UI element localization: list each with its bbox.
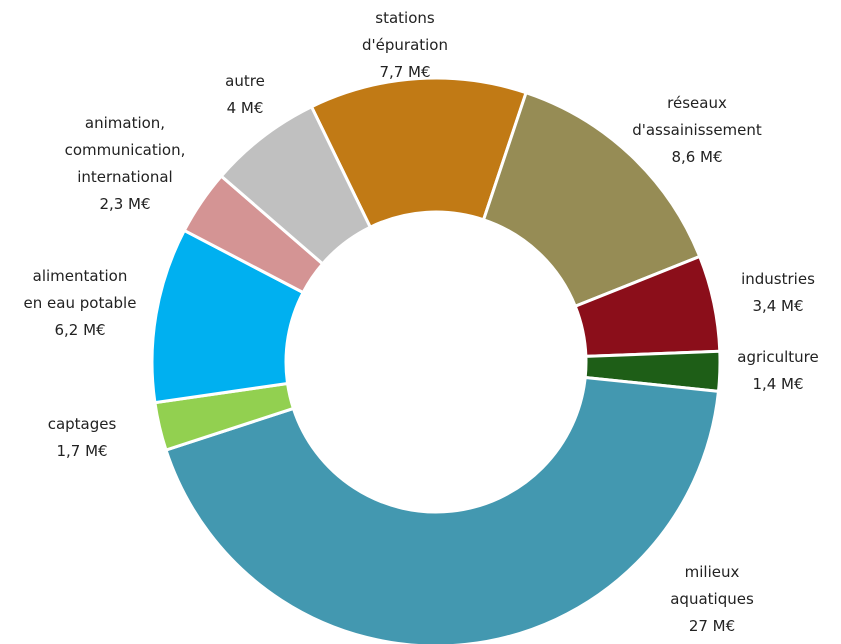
category-label: autre [225, 72, 265, 90]
value-label: 4 M€ [226, 99, 264, 117]
donut-slice [481, 90, 702, 309]
donut-slice [164, 375, 721, 644]
category-label: industries [741, 270, 815, 288]
category-label: captages [47, 415, 117, 433]
value-label: 1,7 M€ [56, 442, 108, 460]
value-label: 1,4 M€ [752, 375, 804, 393]
slice-label: agriculture 1,4 M€ [737, 344, 818, 398]
category-label: stations d'épuration [362, 9, 448, 54]
category-label: milieux aquatiques [670, 563, 754, 608]
value-label: 3,4 M€ [752, 297, 804, 315]
slice-label: captages 1,7 M€ [48, 411, 117, 465]
donut-slice [219, 104, 373, 266]
value-label: 27 M€ [688, 617, 736, 635]
slice-label: milieux aquatiques 27 M€ [670, 559, 754, 640]
slice-label: stations d'épuration 7,7 M€ [362, 5, 448, 86]
category-label: agriculture [737, 348, 819, 366]
category-label: réseaux d'assainissement [632, 94, 762, 139]
value-label: 6,2 M€ [54, 321, 106, 339]
category-label: alimentation en eau potable [23, 267, 137, 312]
slice-label: animation, communication, international 2… [65, 110, 186, 218]
value-label: 8,6 M€ [671, 148, 723, 166]
value-label: 7,7 M€ [379, 63, 431, 81]
slice-label: réseaux d'assainissement 8,6 M€ [632, 90, 762, 171]
slice-label: autre 4 M€ [225, 68, 265, 122]
slice-label: alimentation en eau potable 6,2 M€ [24, 263, 137, 344]
value-label: 2,3 M€ [99, 195, 151, 213]
slice-label: industries 3,4 M€ [741, 266, 815, 320]
category-label: animation, communication, international [64, 114, 186, 186]
